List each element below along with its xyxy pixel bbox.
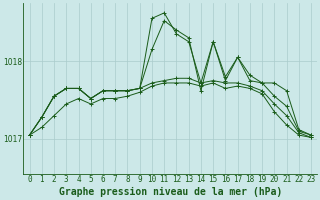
- X-axis label: Graphe pression niveau de la mer (hPa): Graphe pression niveau de la mer (hPa): [59, 187, 282, 197]
